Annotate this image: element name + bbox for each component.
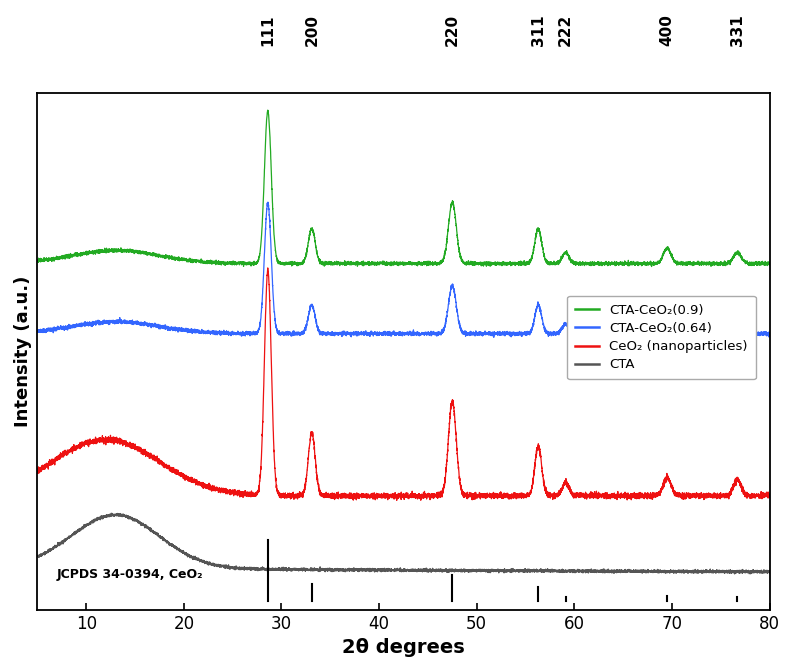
Text: JCPDS 34-0394, CeO₂: JCPDS 34-0394, CeO₂	[57, 568, 203, 581]
X-axis label: 2θ degrees: 2θ degrees	[342, 638, 465, 657]
Text: 222: 222	[558, 14, 573, 46]
Legend: CTA-CeO₂(0.9), CTA-CeO₂(0.64), CeO₂ (nanoparticles), CTA: CTA-CeO₂(0.9), CTA-CeO₂(0.64), CeO₂ (nan…	[567, 296, 756, 379]
Text: 220: 220	[445, 14, 460, 46]
Text: 400: 400	[660, 14, 675, 46]
Text: 200: 200	[304, 14, 319, 46]
Text: 111: 111	[260, 15, 276, 46]
Y-axis label: Intensity (a.u.): Intensity (a.u.)	[13, 276, 32, 427]
Text: 311: 311	[530, 15, 545, 46]
Text: 331: 331	[730, 14, 745, 46]
